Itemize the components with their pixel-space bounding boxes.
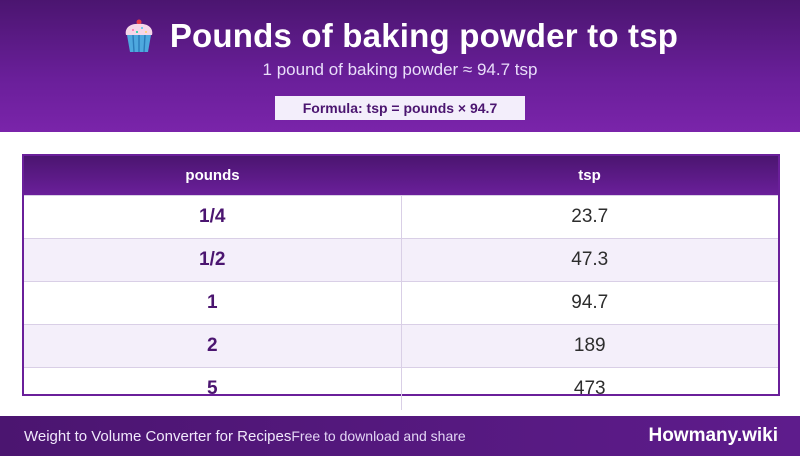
cell-tsp: 473: [401, 367, 778, 410]
cell-pounds: 5: [24, 367, 402, 410]
header: Pounds of baking powder to tsp 1 pound o…: [0, 0, 800, 132]
footer-note: Free to download and share: [291, 428, 466, 444]
table-row: 1/2 47.3: [24, 238, 778, 282]
cell-pounds: 1/2: [24, 238, 402, 282]
cell-tsp: 47.3: [401, 238, 778, 282]
brand-logo[interactable]: Howmany.wiki: [648, 425, 778, 446]
conversion-table: pounds tsp 1/4 23.7 1/2 47.3 1 94.7 2 18…: [22, 154, 780, 410]
cell-pounds: 2: [24, 324, 402, 368]
cell-tsp: 94.7: [401, 281, 778, 325]
column-header-pounds: pounds: [24, 156, 401, 196]
table-row: 1/4 23.7: [24, 195, 778, 239]
table: pounds tsp 1/4 23.7 1/2 47.3 1 94.7 2 18…: [24, 156, 778, 410]
cell-tsp: 189: [401, 324, 778, 368]
table-row: 2 189: [24, 324, 778, 368]
subtitle: 1 pound of baking powder ≈ 94.7 tsp: [262, 60, 538, 79]
cupcake-icon: [125, 19, 153, 53]
column-header-tsp: tsp: [401, 156, 778, 196]
table-row: 1 94.7: [24, 281, 778, 325]
cell-pounds: 1: [24, 281, 402, 325]
page-title: Pounds of baking powder to tsp: [169, 17, 679, 54]
footer-tagline: Weight to Volume Converter for Recipes: [24, 427, 292, 445]
title-row: Pounds of baking powder to tsp: [0, 14, 800, 58]
footer: Weight to Volume Converter for Recipes F…: [0, 416, 800, 456]
cell-tsp: 23.7: [401, 195, 778, 239]
table-row: 5 473: [24, 367, 778, 410]
formula-badge: Formula: tsp = pounds × 94.7: [275, 96, 525, 120]
table-header-row: pounds tsp: [24, 156, 778, 196]
cell-pounds: 1/4: [24, 195, 402, 239]
